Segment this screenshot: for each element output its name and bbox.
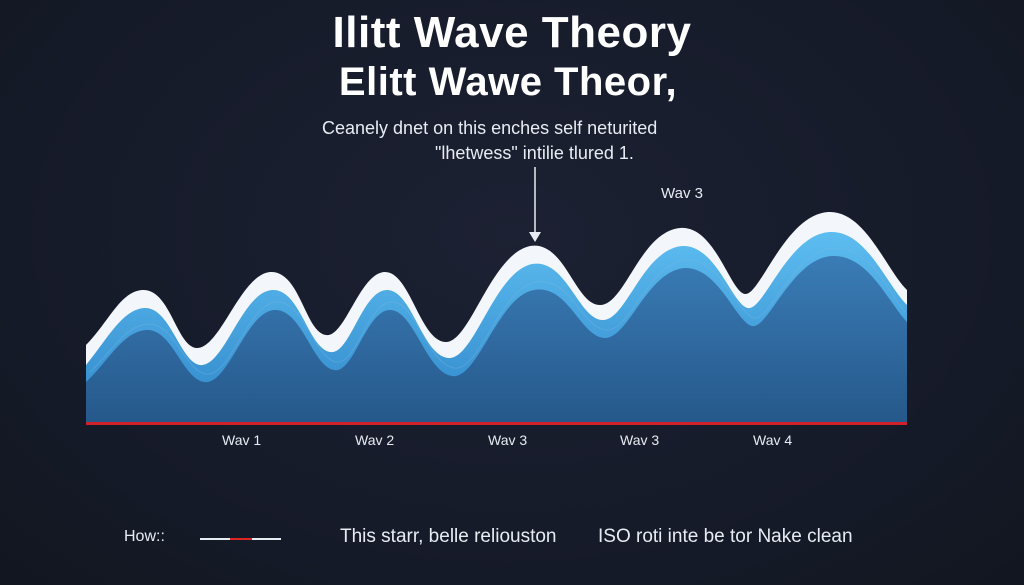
x-tick-label: Wav 2 [355, 432, 395, 448]
peak-label: Wav 3 [661, 185, 703, 202]
annotation-arrow-head [529, 232, 541, 242]
annotation-line-2: "lhetwess" intilie tlured 1. [435, 143, 634, 163]
wave-inner-contour [89, 247, 906, 375]
x-tick-label: Wav 4 [753, 432, 793, 448]
page-subtitle: Elitt Wawe Theor, [338, 60, 678, 104]
legend-line-accent [230, 538, 252, 540]
footer-text-a: This starr, belle reliouston [340, 526, 557, 547]
x-tick-label: Wav 3 [620, 432, 660, 448]
x-tick-label: Wav 1 [222, 432, 262, 448]
legend-line [200, 538, 281, 540]
page-title: Ilitt Wave Theory [332, 8, 692, 57]
footer-text-b: ISO roti inte be tor Nake clean [598, 526, 853, 547]
x-tick-label: Wav 3 [488, 432, 528, 448]
annotation-line-1: Ceanely dnet on this enches self neturit… [322, 118, 658, 138]
wave-body-layer [86, 255, 907, 424]
chart-baseline [86, 422, 907, 425]
legend-label: How:: [124, 528, 165, 545]
